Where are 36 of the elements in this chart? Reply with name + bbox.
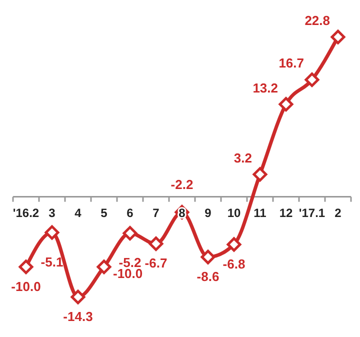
x-tick-label: 12 bbox=[279, 206, 293, 220]
data-label: -8.6 bbox=[196, 269, 220, 284]
x-tick-label: '17.1 bbox=[298, 206, 326, 220]
data-label: 3.2 bbox=[234, 150, 252, 166]
x-tick-label: 4 bbox=[74, 206, 82, 220]
data-label: 22.8 bbox=[304, 13, 330, 28]
point bbox=[252, 167, 268, 182]
point bbox=[304, 72, 320, 87]
x-tick-label: 3 bbox=[48, 206, 56, 220]
data-label: -6.8 bbox=[222, 256, 246, 272]
data-label: 16.7 bbox=[278, 56, 304, 71]
data-label: -2.2 bbox=[170, 176, 194, 192]
point bbox=[330, 30, 346, 44]
point bbox=[122, 226, 138, 240]
point bbox=[200, 250, 216, 264]
x-tick-label: 6 bbox=[126, 206, 134, 220]
x-tick-label: '16.2 bbox=[12, 206, 40, 220]
data-label: 13.2 bbox=[252, 80, 278, 96]
point bbox=[226, 237, 242, 252]
point bbox=[70, 290, 86, 304]
data-label: -10.0 bbox=[11, 278, 41, 294]
data-label: -5.2 bbox=[118, 255, 142, 270]
point bbox=[44, 225, 60, 240]
data-label: -5.1 bbox=[40, 254, 64, 270]
x-tick-label: 5 bbox=[100, 206, 108, 220]
x-tick-label: 11 bbox=[254, 206, 267, 220]
x-tick-label: 7 bbox=[152, 206, 160, 220]
data-label: -6.7 bbox=[144, 256, 168, 271]
x-tick-label: 9 bbox=[204, 206, 212, 220]
x-tick-label: 10 bbox=[227, 206, 241, 220]
point bbox=[96, 260, 112, 274]
data-label: -14.3 bbox=[63, 309, 93, 324]
point bbox=[18, 260, 34, 274]
point bbox=[278, 97, 294, 112]
point bbox=[148, 236, 164, 251]
x-tick-label: 2 bbox=[334, 206, 342, 220]
